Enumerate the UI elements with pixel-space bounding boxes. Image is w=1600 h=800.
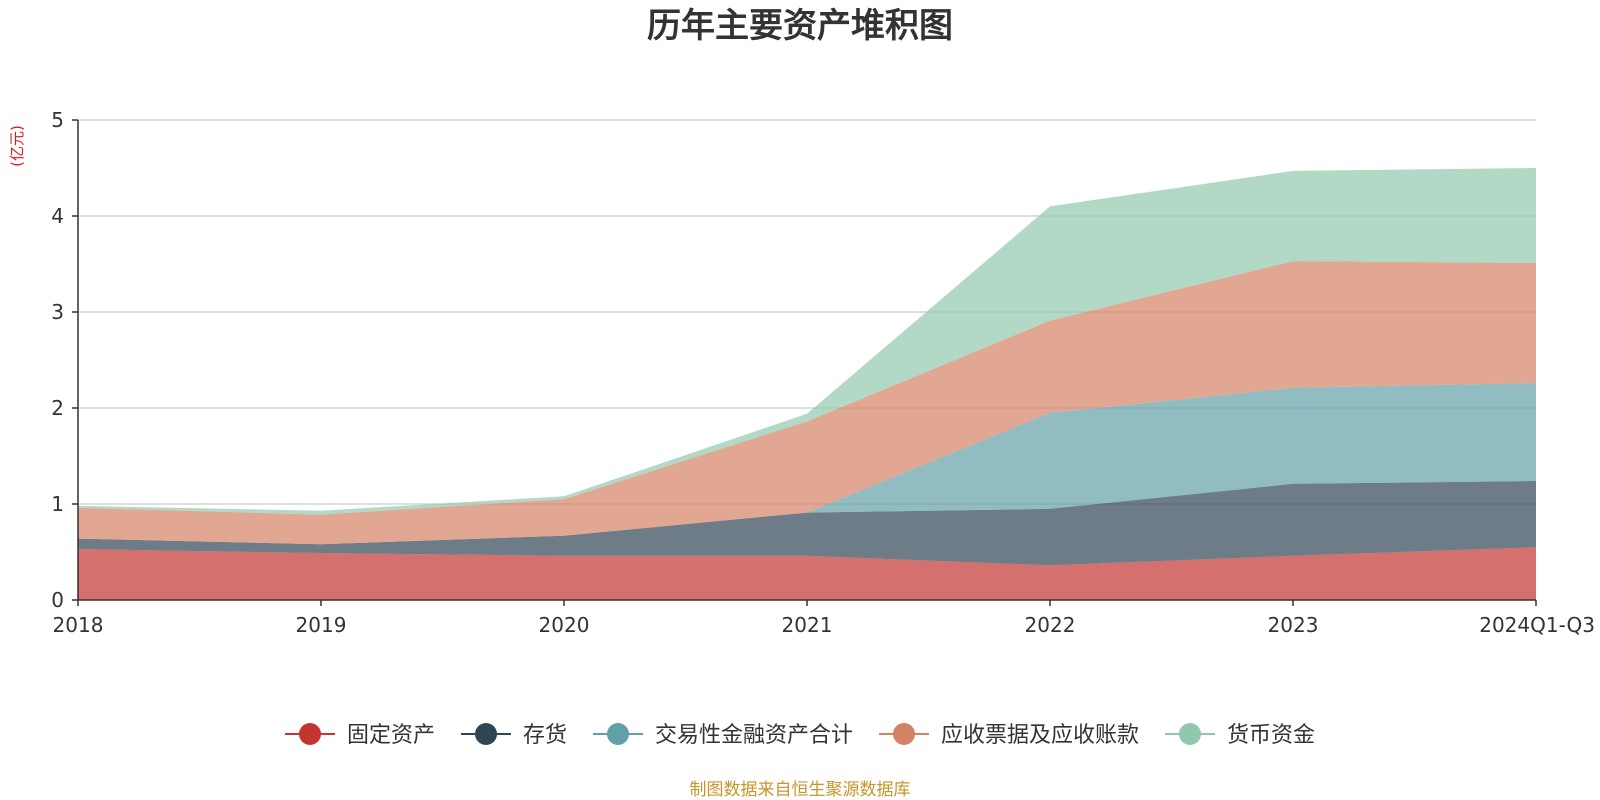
legend-marker [607,723,629,745]
x-tick-label: 2024Q1-Q3 [1479,613,1595,637]
legend-label: 交易性金融资产合计 [655,723,853,748]
axes: 0 1 2 3 4 5 2018 2019 2020 2021 2022 2023 2024Q1-Q3 [51,108,1595,637]
area-series [78,168,1536,600]
x-tick-label: 2019 [296,613,347,637]
data-source-note: 制图数据来自恒生聚源数据库 [690,780,911,800]
x-tick-label: 2021 [782,613,833,637]
x-tick-label: 2018 [53,613,104,637]
legend-label: 应收票据及应收账款 [941,723,1139,748]
x-tick-label: 2020 [539,613,590,637]
area-series-4 [78,168,1536,515]
chart-title: 历年主要资产堆积图 [647,6,953,46]
legend-item-3[interactable]: 应收票据及应收账款 [879,723,1139,748]
area-series-3 [78,261,1536,545]
area-series-0 [78,547,1536,600]
y-tick-label: 2 [51,396,64,420]
x-tick-label: 2022 [1025,613,1076,637]
legend-label: 货币资金 [1227,723,1315,748]
legend-item-0[interactable]: 固定资产 [285,723,435,748]
x-tick-label: 2023 [1268,613,1319,637]
legend[interactable]: 固定资产 存货 交易性金融资产合计 应收票据及应收账款 货币资金 [285,723,1315,748]
legend-item-2[interactable]: 交易性金融资产合计 [593,723,853,748]
legend-marker [893,723,915,745]
legend-item-1[interactable]: 存货 [461,723,567,748]
y-tick-label: 4 [51,204,64,228]
y-tick-label: 0 [51,588,64,612]
legend-marker [1179,723,1201,745]
area-series-2 [78,383,1536,545]
y-tick-label: 3 [51,300,64,324]
y-tick-label: 5 [51,108,64,132]
legend-label: 固定资产 [347,723,435,748]
legend-item-4[interactable]: 货币资金 [1165,723,1315,748]
legend-marker [475,723,497,745]
legend-marker [299,723,321,745]
y-axis-unit-label: (亿元) [8,125,26,167]
area-series-1 [78,481,1536,566]
y-tick-label: 1 [51,492,64,516]
legend-label: 存货 [523,723,567,748]
